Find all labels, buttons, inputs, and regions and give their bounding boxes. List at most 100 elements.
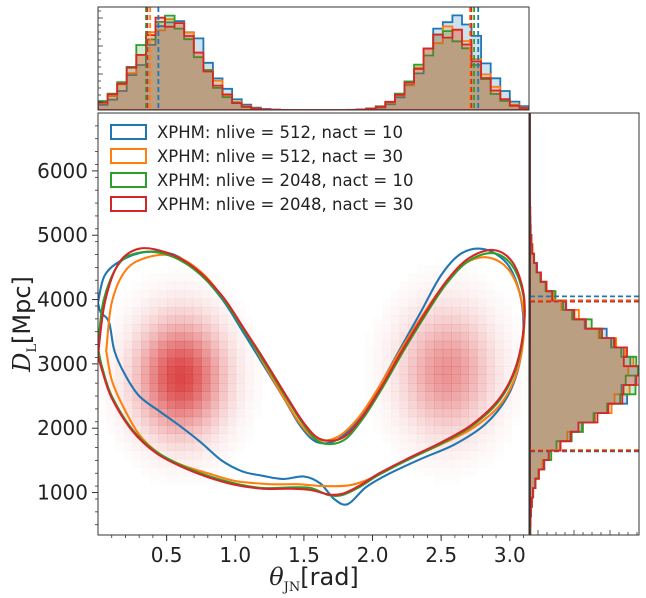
density-cell (192, 416, 202, 426)
density-cell (468, 349, 478, 359)
density-cell (494, 399, 504, 409)
density-cell (416, 332, 426, 342)
density-cell (442, 374, 452, 384)
density-cell (374, 425, 383, 434)
density-cell (218, 315, 228, 325)
density-cell (210, 433, 219, 443)
density-cell (218, 442, 228, 451)
density-cell (115, 324, 125, 333)
density-cell (416, 408, 426, 418)
density-cell (106, 349, 116, 359)
density-cell (141, 290, 150, 299)
density-cell (175, 399, 185, 409)
density-cell (468, 433, 478, 443)
density-cell (107, 417, 116, 426)
density-cell (184, 425, 194, 435)
density-cell (141, 408, 151, 418)
density-cell (494, 332, 504, 342)
density-cell (235, 332, 245, 342)
density-cell (218, 391, 228, 401)
density-cell (158, 442, 168, 451)
density-cell (218, 433, 228, 443)
legend-label: XPHM: nlive = 2048, nact = 30 (157, 195, 413, 214)
density-cell (520, 358, 529, 367)
density-cell (426, 265, 435, 274)
density-cell (184, 315, 194, 325)
density-cell (416, 340, 426, 350)
density-cell (408, 383, 418, 392)
joint-panel-frame (97, 112, 530, 536)
density-cell (468, 442, 478, 451)
density-cell (106, 366, 116, 375)
density-cell (442, 298, 452, 308)
density-cell (175, 298, 185, 308)
density-cell (149, 450, 159, 460)
density-cell (192, 399, 202, 409)
density-cell (115, 425, 124, 434)
density-cell (485, 357, 495, 367)
density-cell (399, 332, 409, 342)
x-axis-label: θJN[rad] (269, 563, 359, 595)
density-cell (141, 433, 151, 443)
density-cell (460, 340, 469, 350)
density-cell (166, 383, 176, 392)
density-cell (175, 442, 185, 451)
density-cell (443, 476, 452, 485)
density-cell (192, 425, 202, 435)
density-cell (451, 290, 461, 299)
density-cell (460, 383, 469, 392)
density-cell (123, 340, 133, 350)
density-cell (115, 416, 125, 426)
density-cell (132, 416, 142, 426)
density-cell (184, 416, 194, 426)
contour-line (98, 247, 526, 496)
density-cell (227, 332, 237, 342)
density-cell (494, 315, 504, 325)
density-cell (382, 332, 392, 342)
density-cell (253, 383, 262, 392)
density-cell (468, 332, 478, 342)
density-cell (201, 374, 211, 384)
density-cell (167, 467, 176, 476)
density-cell (227, 349, 237, 359)
density-cell (141, 383, 151, 392)
density-cell (434, 467, 443, 476)
density-cell (132, 391, 142, 401)
density-cell (244, 349, 254, 359)
legend-entry: XPHM: nlive = 512, nact = 10 (110, 123, 403, 142)
density-cell (218, 332, 228, 342)
density-cell (123, 399, 133, 409)
density-cell (442, 332, 452, 342)
density-cell (192, 298, 202, 308)
density-cell (460, 442, 469, 451)
density-cell (468, 290, 478, 299)
density-cell (374, 349, 383, 358)
y-tick-label: 3000 (37, 352, 88, 376)
density-cell (106, 357, 116, 367)
density-cell (408, 290, 418, 299)
density-cell (477, 391, 487, 401)
density-cell (141, 273, 150, 282)
density-cell (494, 324, 504, 333)
density-cell (512, 341, 521, 350)
density-cell (399, 366, 409, 375)
density-cell (158, 467, 167, 476)
density-cell (141, 416, 151, 426)
density-cell (408, 357, 418, 367)
density-cell (485, 399, 495, 409)
density-cell (132, 298, 142, 308)
density-cell (485, 332, 495, 342)
density-cell (210, 307, 219, 316)
density-cell (149, 332, 159, 342)
density-cell (451, 391, 461, 401)
density-cell (512, 400, 521, 409)
density-cell (485, 374, 495, 384)
density-cell (477, 282, 486, 291)
density-cell (193, 476, 202, 485)
density-cell (365, 358, 374, 367)
density-cell (365, 332, 374, 341)
density-cell (374, 358, 383, 367)
density-cell (460, 281, 469, 291)
density-cell (115, 374, 125, 384)
density-cell (399, 357, 409, 367)
